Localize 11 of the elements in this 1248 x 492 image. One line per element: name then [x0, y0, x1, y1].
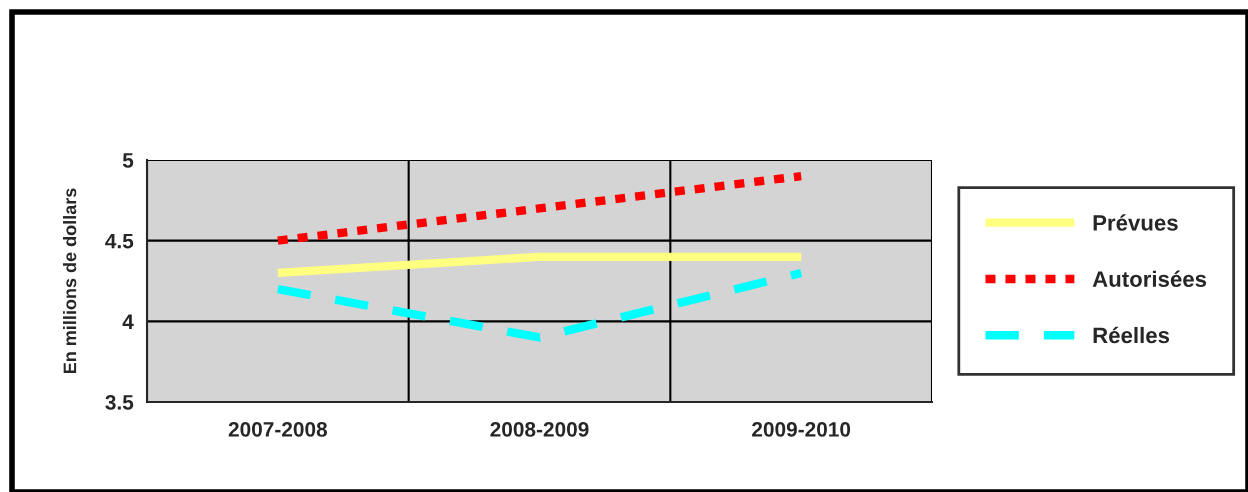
legend-label: Réelles [1093, 326, 1170, 344]
y-tick-label: 5 [122, 153, 134, 168]
y-axis-title: En millions de dollars [63, 188, 77, 374]
legend-label: Prévues [1093, 214, 1178, 231]
y-tick-label: 3.5 [105, 395, 134, 410]
legend-label: Autorisées [1092, 270, 1207, 287]
x-tick-label: 2008-2009 [490, 421, 589, 437]
x-tick-label: 2009-2010 [752, 421, 851, 437]
y-tick-label: 4.5 [105, 233, 134, 249]
y-tick-label: 4 [122, 314, 134, 329]
x-tick-label: 2007-2008 [228, 421, 328, 437]
